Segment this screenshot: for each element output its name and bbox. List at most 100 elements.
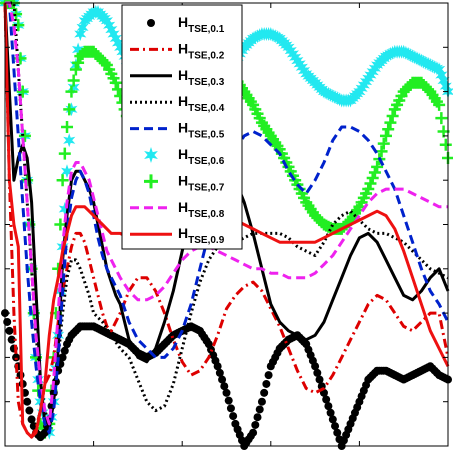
data-point	[109, 76, 122, 89]
data-point	[322, 395, 331, 404]
legend: HTSE,0.1 HTSE,0.2 HTSE,0.3 HTSE,0.4 HTSE,0.5…	[121, 4, 243, 250]
legend-entry: HTSE,0.1	[147, 14, 225, 35]
data-point	[357, 78, 370, 92]
data-point	[375, 145, 388, 158]
series-tse-0-1	[1, 309, 452, 450]
data-point	[264, 371, 273, 380]
data-point	[326, 408, 335, 417]
data-point	[289, 50, 302, 65]
data-point	[284, 43, 297, 58]
data-point	[368, 61, 381, 76]
legend-entry: HTSE,0.8	[130, 199, 225, 220]
data-point	[67, 74, 80, 87]
legend-label: HTSE,0.6	[178, 146, 225, 167]
data-point	[298, 63, 311, 78]
legend-marker	[147, 19, 155, 27]
data-point	[105, 22, 118, 37]
series-tse-0-2	[3, 2, 450, 439]
data-point	[260, 388, 269, 397]
data-point	[282, 40, 295, 55]
legend-entry: HTSE,0.7	[144, 172, 225, 193]
data-point	[437, 73, 450, 88]
data-point	[103, 18, 116, 33]
data-point	[40, 428, 49, 437]
data-point	[433, 98, 446, 111]
data-point	[65, 85, 78, 98]
data-point	[7, 335, 16, 344]
data-point	[100, 13, 113, 28]
data-point	[18, 129, 31, 142]
data-point	[220, 382, 229, 391]
data-point	[377, 137, 390, 150]
data-point	[58, 353, 67, 362]
data-point	[286, 46, 299, 61]
data-point	[222, 388, 231, 397]
data-point	[61, 164, 74, 179]
data-point	[435, 68, 448, 82]
data-point	[58, 147, 71, 160]
data-point	[111, 35, 124, 50]
data-point	[311, 362, 320, 371]
series-line	[3, 2, 450, 439]
data-point	[355, 81, 368, 96]
data-point	[72, 56, 85, 69]
data-point	[333, 428, 342, 437]
data-point	[226, 404, 235, 413]
legend-entry: HTSE,0.5	[130, 120, 225, 141]
data-point	[371, 160, 384, 173]
data-point	[56, 174, 69, 187]
legend-label: HTSE,0.8	[178, 199, 225, 220]
data-point	[368, 166, 381, 179]
data-point	[61, 121, 74, 134]
legend-marker	[144, 147, 158, 163]
axes-layer	[4, 2, 449, 447]
data-point	[72, 42, 85, 57]
data-point	[435, 112, 448, 125]
data-point	[360, 74, 373, 89]
data-point	[249, 428, 258, 437]
legend-entry: HTSE,0.3	[130, 67, 225, 88]
data-point	[382, 123, 395, 136]
data-point	[215, 368, 224, 377]
data-point	[257, 397, 266, 406]
data-point	[328, 415, 337, 424]
legend-label: HTSE,0.7	[178, 172, 225, 193]
series-line	[5, 1, 450, 435]
legend-entry: HTSE,0.9	[130, 225, 225, 246]
data-point	[63, 103, 76, 116]
data-point	[67, 80, 80, 95]
legend-label: HTSE,0.1	[178, 14, 225, 35]
data-point	[313, 368, 322, 377]
data-point	[27, 415, 36, 424]
legend-entry: HTSE,0.4	[130, 93, 225, 114]
data-point	[439, 79, 452, 94]
data-point	[262, 379, 271, 388]
legend-marker	[144, 174, 158, 189]
data-point	[107, 27, 120, 41]
data-point	[439, 138, 452, 151]
data-point	[74, 27, 87, 41]
data-point	[229, 412, 238, 421]
data-point	[224, 396, 233, 405]
data-point	[251, 420, 260, 429]
data-point	[60, 346, 69, 355]
data-point	[109, 31, 122, 46]
data-point	[3, 317, 12, 326]
legend-label: HTSE,0.3	[178, 67, 225, 88]
data-point	[63, 133, 76, 148]
legend-label: HTSE,0.2	[178, 40, 225, 61]
data-point	[362, 183, 375, 196]
data-point	[293, 56, 306, 71]
data-point	[366, 171, 379, 184]
data-point	[315, 375, 324, 384]
data-point	[218, 375, 227, 384]
data-point	[353, 84, 366, 99]
legend-label: HTSE,0.4	[178, 93, 225, 114]
data-point	[364, 177, 377, 190]
series-tse-0-5	[5, 1, 450, 435]
data-point	[98, 56, 111, 69]
data-point	[324, 402, 333, 411]
data-point	[255, 405, 264, 414]
data-point	[366, 64, 379, 79]
data-point	[379, 129, 392, 142]
